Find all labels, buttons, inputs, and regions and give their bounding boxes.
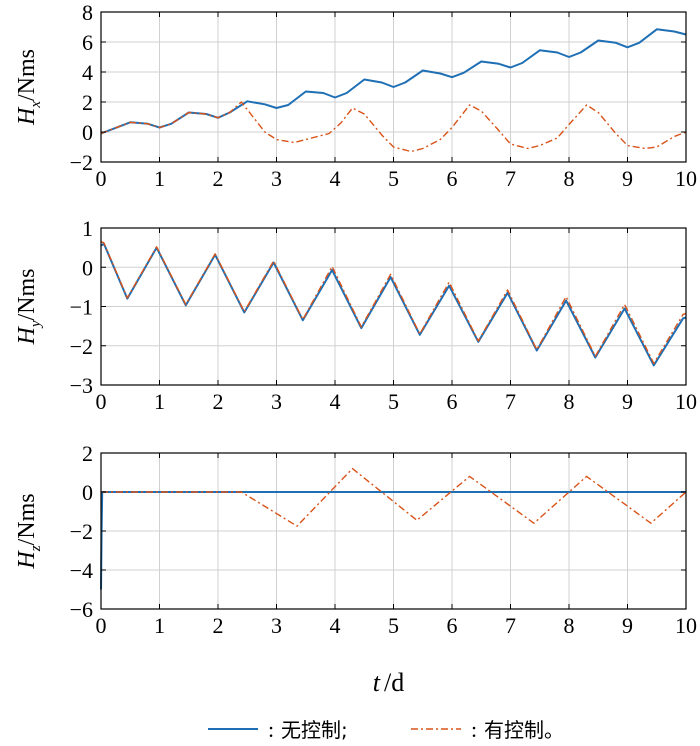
y-axis-title-var: H	[14, 550, 40, 570]
y-tick-label: −4	[70, 558, 93, 583]
x-tick-label: 10	[675, 389, 697, 414]
x-axis-title-unit: /d	[384, 668, 404, 697]
y-axis-title-var: H	[14, 326, 40, 346]
series-line-controlled	[100, 101, 687, 153]
y-axis-title: Hx/Nms	[14, 49, 44, 126]
y-tick-label: −1	[70, 295, 93, 320]
legend-sep-controlled: :	[471, 717, 477, 742]
x-tick-label: 7	[505, 613, 516, 638]
y-tick-label: 0	[82, 255, 93, 280]
y-tick-label: −2	[70, 519, 93, 544]
y-tick-label: 8	[82, 0, 93, 25]
y-tick-label: 4	[82, 60, 93, 85]
x-tick-label: 8	[564, 613, 575, 638]
y-axis-title-var: H	[14, 106, 40, 126]
x-tick-label: 2	[213, 166, 224, 191]
x-tick-label: 7	[505, 389, 516, 414]
y-axis-title-unit: /Nms	[14, 49, 40, 101]
x-tick-label: 6	[447, 389, 458, 414]
legend: : 无控制; : 有控制。	[208, 717, 564, 742]
x-tick-label: 9	[622, 613, 633, 638]
y-axis-title-sub: z	[28, 545, 44, 552]
x-tick-label: 8	[564, 389, 575, 414]
x-tick-label: 2	[213, 389, 224, 414]
x-tick-label: 3	[271, 613, 282, 638]
y-axis-title: Hy/Nms	[14, 268, 44, 345]
x-tick-label: 6	[447, 613, 458, 638]
panel-hy: 0 1 2 3 4 5 6 7 8 9 10 −3 −2 −1 0 1 Hy/Nms	[14, 216, 697, 414]
x-tick-label: 2	[213, 613, 224, 638]
x-axis-unit: d	[391, 668, 404, 697]
y-axis-title-sub: y	[28, 320, 44, 329]
x-tick-label: 7	[505, 166, 516, 191]
panel-hz: 0 1 2 3 4 5 6 7 8 9 10 −6 −4 −2 0 2 Hz/Nms	[14, 441, 697, 638]
y-axis-title-unit: /Nms	[14, 493, 40, 545]
x-tick-label: 10	[675, 613, 697, 638]
x-tick-label: 1	[154, 389, 165, 414]
y-tick-label: 6	[82, 30, 93, 55]
x-tick-label: 3	[271, 389, 282, 414]
x-tick-label: 10	[675, 166, 697, 191]
x-tick-label: 8	[564, 166, 575, 191]
y-axis-title-sub: x	[28, 101, 44, 109]
x-axis-title: t /d	[373, 668, 404, 697]
x-tick-label: 4	[330, 613, 341, 638]
x-tick-label: 5	[388, 166, 399, 191]
y-tick-label: 1	[82, 216, 93, 241]
y-tick-label: 2	[82, 441, 93, 466]
y-tick-label: 2	[82, 90, 93, 115]
legend-label-controlled: 有控制。	[484, 718, 564, 742]
x-tick-label: 4	[330, 389, 341, 414]
y-axis-title-unit: /Nms	[14, 268, 40, 320]
y-tick-label: −2	[70, 150, 93, 175]
y-tick-label: 0	[82, 480, 93, 505]
x-tick-label: 1	[154, 166, 165, 191]
legend-label-uncontrolled: 无控制;	[281, 718, 348, 742]
x-tick-label: 4	[330, 166, 341, 191]
y-tick-label: −6	[70, 597, 93, 622]
y-axis-title: Hz/Nms	[14, 493, 44, 569]
x-tick-label: 0	[96, 166, 107, 191]
x-axis-title-var: t	[373, 668, 381, 697]
x-tick-label: 5	[388, 389, 399, 414]
x-tick-label: 9	[622, 389, 633, 414]
series-line-controlled	[101, 467, 687, 527]
y-tick-label: 0	[82, 120, 93, 145]
x-tick-label: 6	[447, 166, 458, 191]
y-tick-label: −3	[70, 373, 93, 398]
x-tick-label: 1	[154, 613, 165, 638]
x-tick-label: 0	[96, 613, 107, 638]
x-tick-label: 5	[388, 613, 399, 638]
y-tick-label: −2	[70, 334, 93, 359]
series-line-controlled	[100, 241, 687, 365]
x-tick-label: 3	[271, 166, 282, 191]
x-tick-label: 9	[622, 166, 633, 191]
legend-sep-uncontrolled: :	[268, 717, 274, 742]
x-tick-label: 0	[96, 389, 107, 414]
